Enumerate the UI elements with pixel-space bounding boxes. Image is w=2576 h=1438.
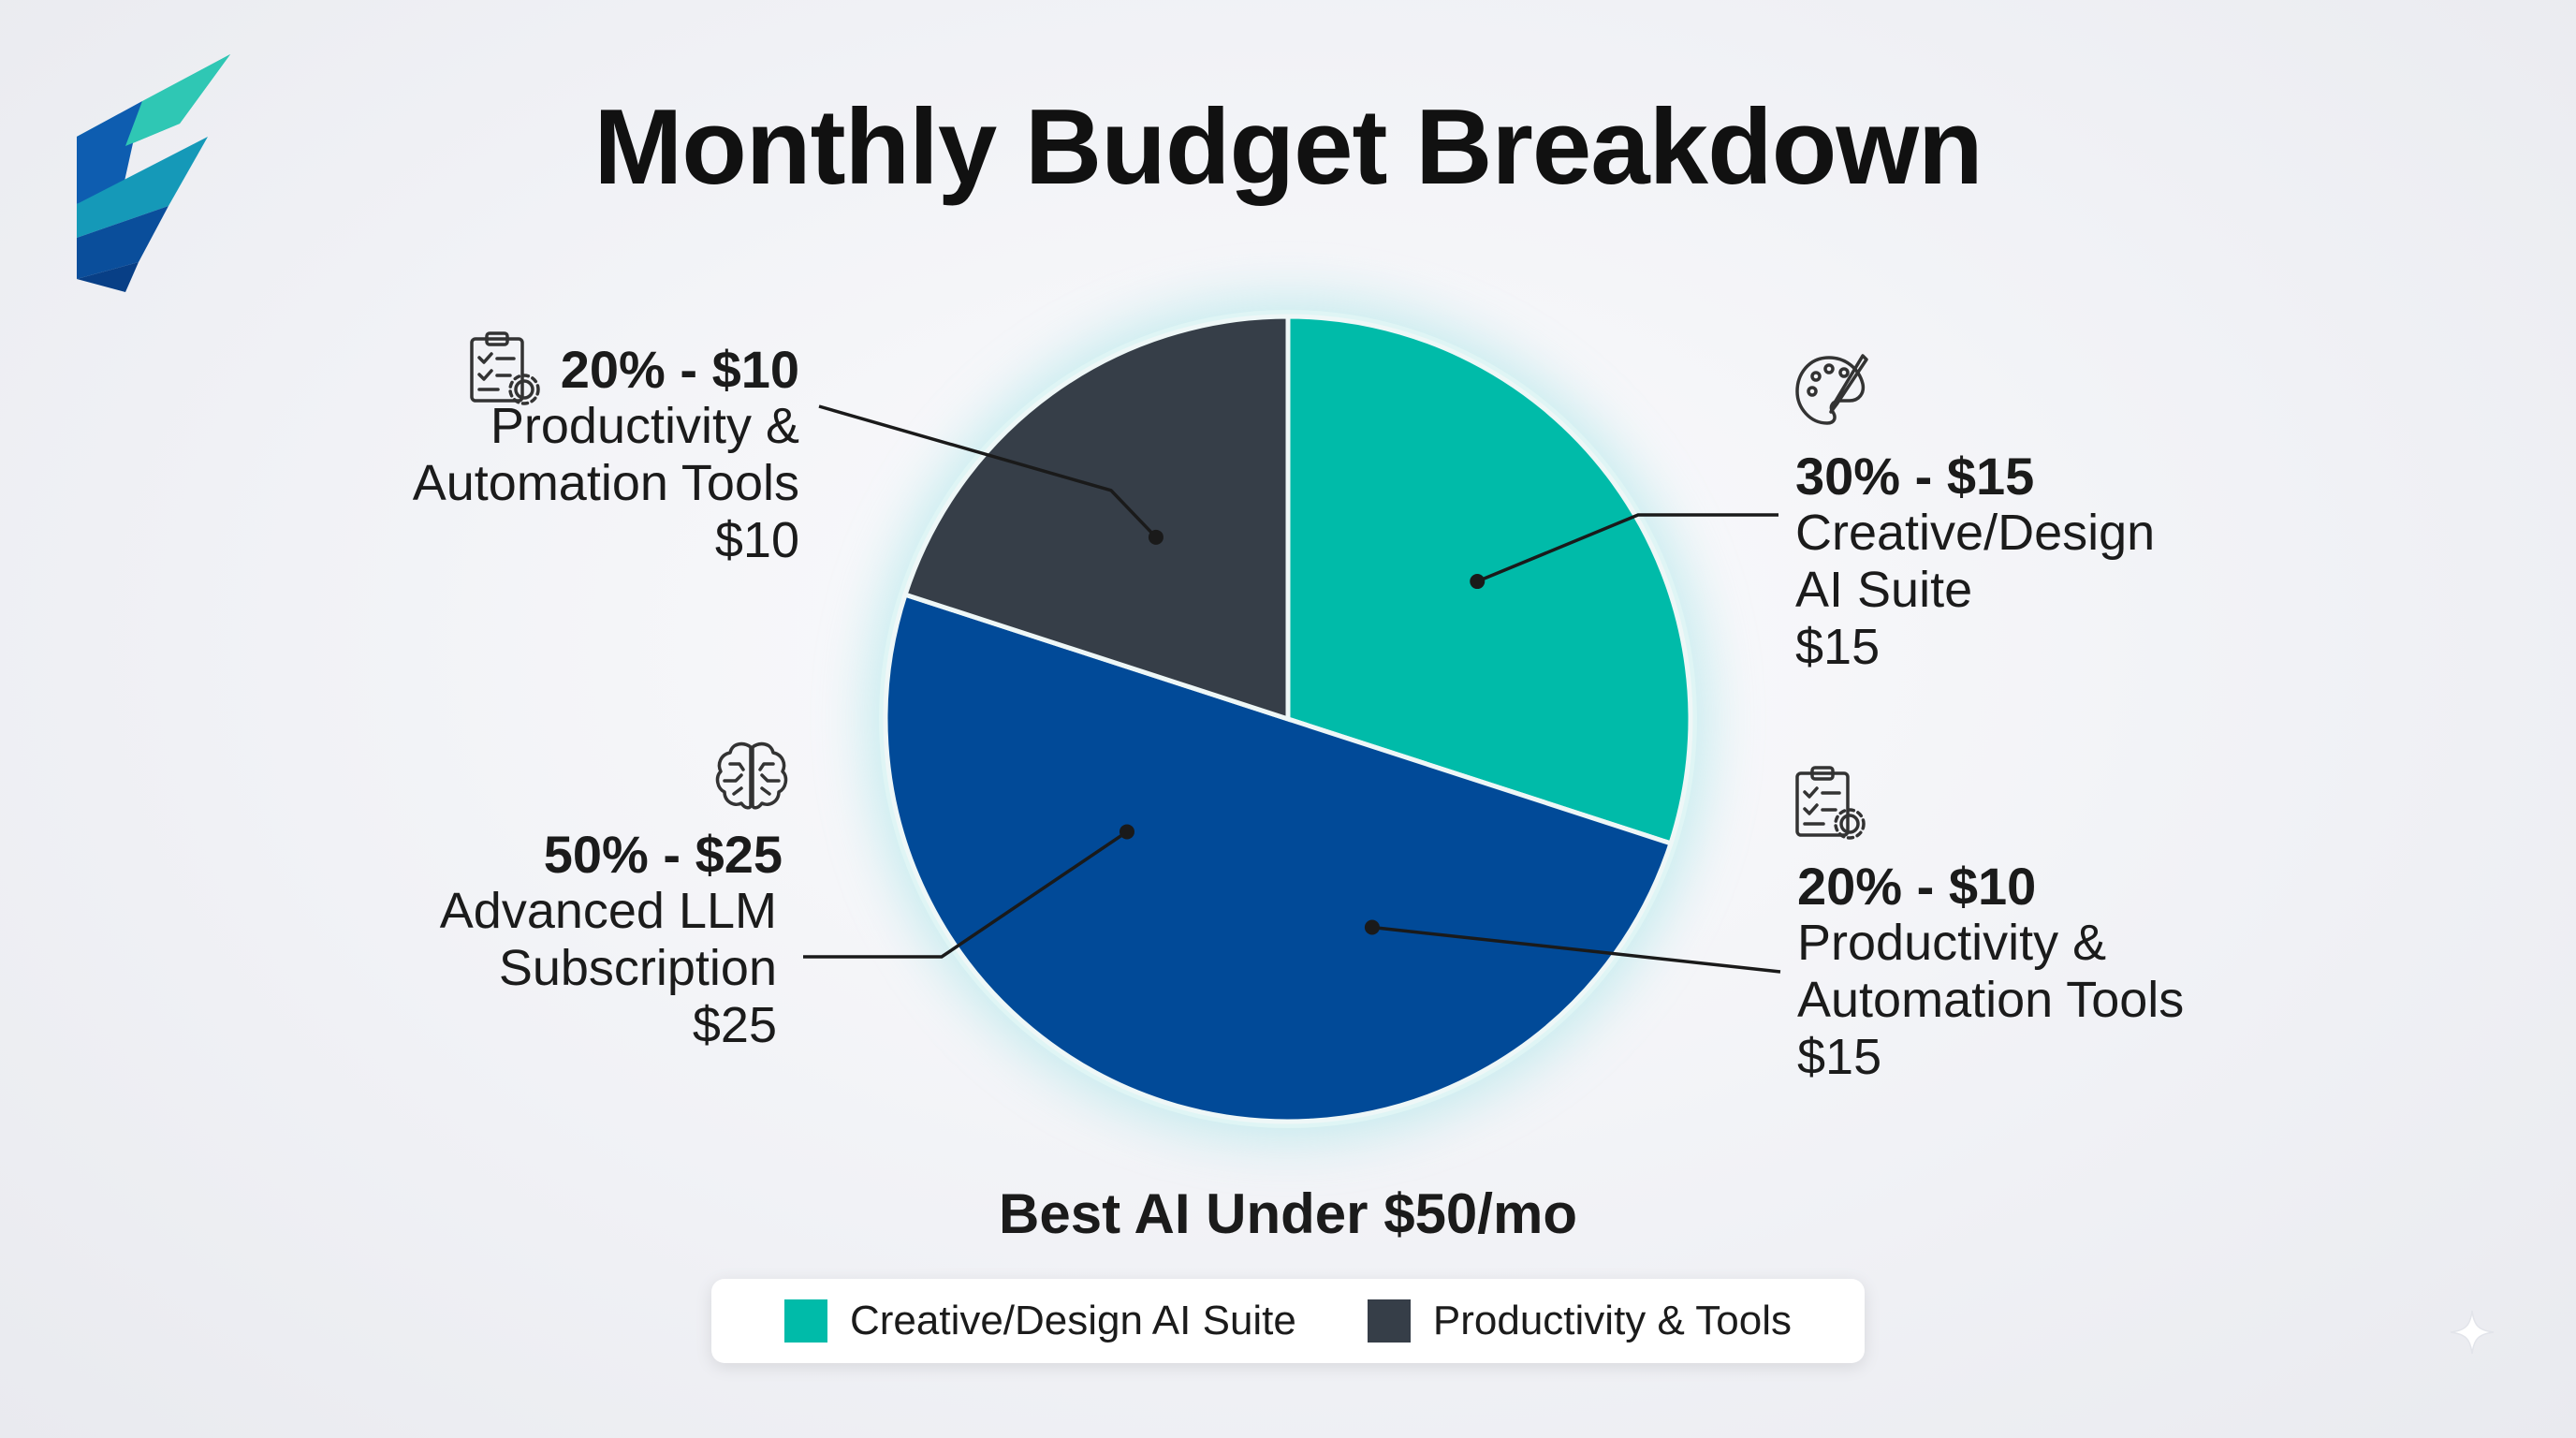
callout-amount: $10: [714, 512, 799, 568]
callout-creative: 30% - $15 Creative/Design AI Suite $15: [1795, 448, 2155, 676]
callout-percent: 30% - $15: [1795, 447, 2035, 506]
callout-percent: 20% - $10: [1797, 857, 2037, 916]
callout-llm: 50% - $25 Advanced LLM Subscription $25: [439, 826, 783, 1054]
leader-dot: [1470, 574, 1486, 590]
callout-line2: Subscription: [498, 940, 777, 996]
legend: Creative/Design AI Suite Productivity & …: [711, 1279, 1865, 1363]
legend-item-creative: Creative/Design AI Suite: [783, 1298, 1296, 1344]
callout-amount: $25: [692, 997, 777, 1053]
leader-dot: [1364, 919, 1380, 935]
leader-line: [1476, 513, 1778, 583]
leader-dot: [1119, 824, 1134, 840]
brain-icon: [715, 741, 788, 810]
callout-productivity-right: 20% - $10 Productivity & Automation Tool…: [1797, 858, 2184, 1086]
leader-line: [1371, 925, 1781, 974]
callout-line1: Productivity &: [490, 398, 799, 454]
callout-line1: Creative/Design: [1795, 505, 2156, 561]
callout-percent: 50% - $25: [543, 825, 783, 884]
callout-percent: 20% - $10: [560, 340, 799, 399]
legend-label: Productivity & Tools: [1432, 1298, 1793, 1343]
callout-line1: Productivity &: [1797, 915, 2107, 971]
legend-label: Creative/Design AI Suite: [849, 1298, 1296, 1343]
pie-slice-productivity-automation-tools: [901, 314, 1291, 723]
callout-line2: Automation Tools: [412, 455, 799, 511]
checklist-gear-icon: [1795, 766, 1866, 840]
legend-swatch: [1367, 1299, 1411, 1343]
sparkle-icon: [2450, 1310, 2495, 1355]
chart-caption: Best AI Under $50/mo: [999, 1182, 1577, 1245]
page-title: Monthly Budget Breakdown: [593, 88, 1983, 207]
leader-dot: [1148, 529, 1164, 545]
callout-line1: Advanced LLM: [439, 883, 777, 939]
callout-amount: $15: [1795, 619, 1881, 675]
leader-line: [803, 830, 1128, 959]
brand-logo-icon: [77, 54, 230, 292]
legend-swatch: [783, 1299, 827, 1343]
legend-item-productivity: Productivity & Tools: [1367, 1298, 1793, 1344]
checklist-gear-icon: [470, 331, 540, 405]
callout-amount: $15: [1797, 1029, 1882, 1085]
callout-productivity-left: 20% - $10 Productivity & Automation Tool…: [413, 341, 799, 569]
pie-slice-advanced-llm-subscription: [886, 594, 1671, 1122]
leader-line: [818, 404, 1158, 539]
pie-slice-creative-design-ai-suite: [1285, 314, 1693, 847]
palette-icon: [1795, 354, 1868, 425]
callout-line2: Automation Tools: [1797, 972, 2185, 1028]
callout-line2: AI Suite: [1795, 562, 1973, 618]
